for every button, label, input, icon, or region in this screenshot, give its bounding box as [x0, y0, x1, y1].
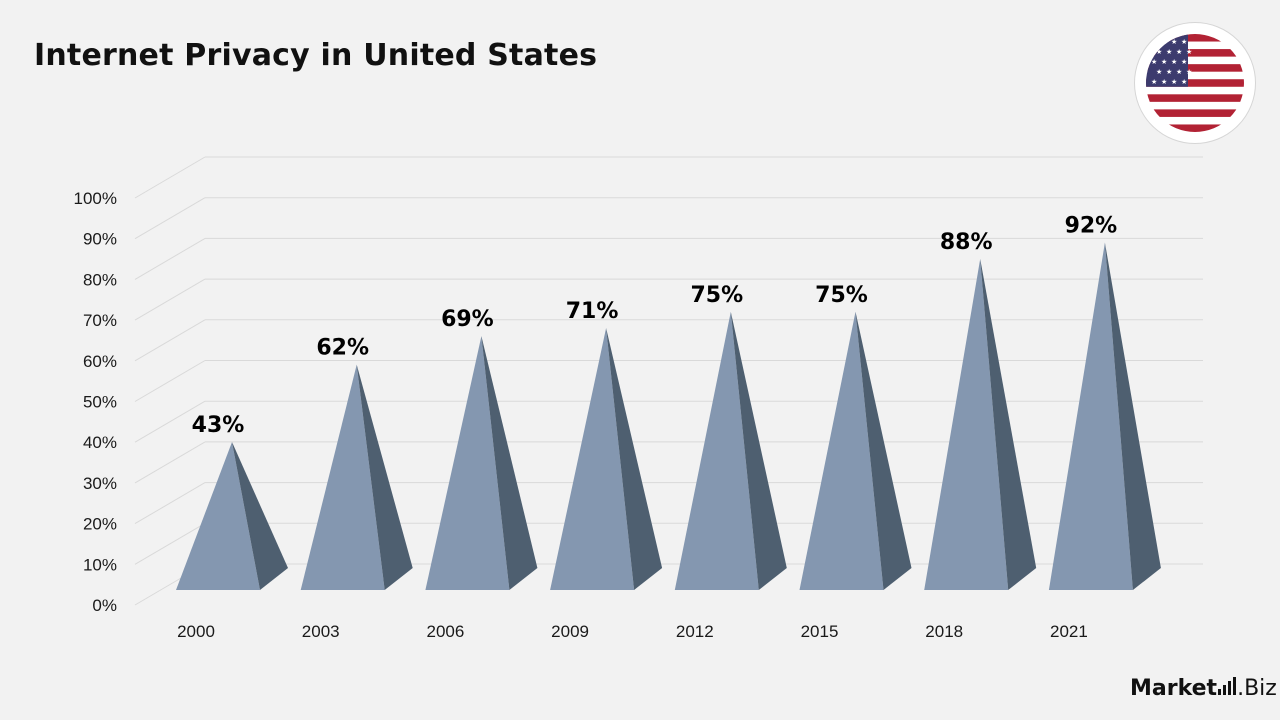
svg-text:★: ★: [1171, 78, 1177, 86]
svg-text:★: ★: [1166, 48, 1172, 56]
svg-text:★: ★: [1151, 78, 1157, 86]
pyramid-bar-side: [1104, 242, 1161, 590]
y-tick-label: 30%: [83, 474, 117, 493]
brand-bars-icon: [1218, 677, 1237, 695]
gridline-side: [134, 237, 206, 280]
data-label: 43%: [192, 413, 245, 438]
svg-text:★: ★: [1186, 48, 1192, 56]
data-label: 75%: [815, 283, 868, 308]
svg-text:★: ★: [1166, 68, 1172, 76]
svg-text:★: ★: [1181, 78, 1187, 86]
y-tick-label: 70%: [83, 311, 117, 330]
svg-text:★: ★: [1186, 68, 1192, 76]
data-label: 75%: [690, 283, 743, 308]
us-flag-icon: ★ ★ ★ ★★ ★ ★ ★★ ★ ★ ★★ ★ ★ ★★ ★ ★ ★: [1146, 34, 1244, 132]
y-tick-label: 40%: [83, 433, 117, 452]
x-tick-label: 2006: [426, 622, 464, 641]
y-tick-label: 10%: [83, 555, 117, 574]
y-tick-label: 20%: [83, 515, 117, 534]
svg-text:★: ★: [1161, 78, 1167, 86]
gridline-side: [134, 441, 206, 484]
data-label: 62%: [316, 336, 369, 361]
y-tick-label: 0%: [92, 596, 117, 615]
gridline-side: [134, 400, 206, 443]
us-flag-badge: ★ ★ ★ ★ ★ ★ ★ ★ ★ ★ ★ ★ ★ ★ ★ ★ ★ ★ ★ ★: [1134, 22, 1256, 144]
svg-text:★: ★: [1156, 48, 1162, 56]
x-tick-label: 2009: [551, 622, 589, 641]
data-label: 92%: [1065, 214, 1118, 239]
chart-title: Internet Privacy in United States: [34, 38, 598, 73]
pyramid-bar-side: [356, 364, 413, 590]
gridline-side: [134, 156, 206, 199]
data-label: 71%: [566, 299, 619, 324]
gridline-side: [134, 482, 206, 525]
x-tick-label: 2018: [925, 622, 963, 641]
svg-text:★: ★: [1156, 68, 1162, 76]
pyramid-bar-side: [481, 336, 538, 590]
gridline-side: [134, 360, 206, 402]
y-tick-label: 100%: [74, 189, 117, 208]
x-tick-label: 2000: [177, 622, 215, 641]
brand-name: Market: [1130, 676, 1218, 701]
pyramid-bar-side: [855, 311, 912, 590]
svg-text:★: ★: [1161, 58, 1167, 66]
data-label: 69%: [441, 307, 494, 332]
y-tick-label: 50%: [83, 393, 117, 412]
pyramid-bar-side: [232, 441, 288, 590]
gridline-side: [134, 197, 206, 240]
pyramid-bar-side: [980, 258, 1037, 590]
x-tick-label: 2003: [302, 622, 340, 641]
y-tick-label: 90%: [83, 230, 117, 249]
gridline-side: [134, 522, 206, 565]
svg-text:★: ★: [1181, 58, 1187, 66]
x-tick-label: 2021: [1050, 622, 1088, 641]
svg-text:★: ★: [1181, 38, 1187, 46]
pyramid-bar-side: [606, 328, 663, 590]
pyramid-bar-side: [730, 311, 787, 590]
x-tick-label: 2012: [676, 622, 714, 641]
y-tick-label: 80%: [83, 270, 117, 289]
svg-text:★: ★: [1176, 48, 1182, 56]
brand-logo: Market .Biz: [1130, 676, 1277, 701]
data-label: 88%: [940, 230, 993, 255]
svg-text:★: ★: [1151, 58, 1157, 66]
brand-suffix: .Biz: [1237, 676, 1277, 701]
svg-text:★: ★: [1171, 58, 1177, 66]
x-tick-label: 2015: [801, 622, 839, 641]
gridline-side: [134, 278, 206, 321]
y-tick-label: 60%: [83, 352, 117, 371]
svg-text:★: ★: [1171, 38, 1177, 46]
svg-text:★: ★: [1176, 68, 1182, 76]
gridline-side: [134, 319, 206, 362]
